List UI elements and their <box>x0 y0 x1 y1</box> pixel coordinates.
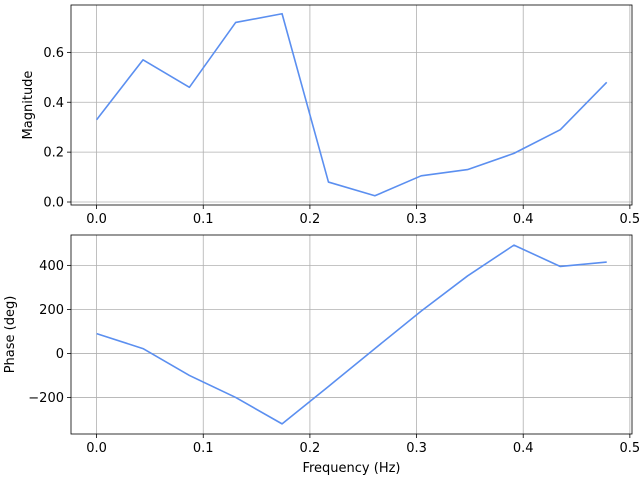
y-axis-label: Phase (deg) <box>3 296 18 374</box>
axes-frame <box>70 4 633 206</box>
x-tick-label-5: 0.5 <box>620 441 640 456</box>
y-axis-label: Magnitude <box>21 71 36 140</box>
y-tick-label-1: 0 <box>56 347 64 362</box>
x-tick-label-3: 0.3 <box>406 441 427 456</box>
y-tick-label-3: 0.6 <box>43 46 64 61</box>
x-tick-label-5: 0.5 <box>620 212 640 227</box>
x-tick-label-0: 0.0 <box>86 441 107 456</box>
x-tick-label-4: 0.4 <box>513 212 534 227</box>
x-axis-label: Frequency (Hz) <box>302 461 400 476</box>
subplot-2: 0.0 0.1 0.2 0.3 0.4 0.5 −200 0 200 400 Phase (deg)… <box>3 234 640 476</box>
x-tick-label-1: 0.1 <box>193 441 214 456</box>
x-tick-label-2: 0.2 <box>300 441 321 456</box>
x-tick-label-1: 0.1 <box>193 212 214 227</box>
x-tick-label-3: 0.3 <box>406 212 427 227</box>
series-line-0 <box>96 244 607 425</box>
y-tick-label-0: −200 <box>28 391 64 406</box>
subplot-1: 0.0 0.1 0.2 0.3 0.4 0.5 0.0 0.2 0.4 0.6 Magnitude <box>21 4 640 227</box>
y-tick-label-0: 0.0 <box>43 196 64 211</box>
y-tick-label-2: 200 <box>39 303 64 318</box>
x-tick-label-2: 0.2 <box>300 212 321 227</box>
series-line-0 <box>95 12 608 197</box>
x-tick-label-4: 0.4 <box>513 441 534 456</box>
y-tick-label-3: 400 <box>39 259 64 274</box>
axes-frame <box>70 234 633 435</box>
y-tick-label-1: 0.2 <box>43 146 64 161</box>
y-tick-label-2: 0.4 <box>43 96 64 111</box>
x-tick-label-0: 0.0 <box>86 212 107 227</box>
